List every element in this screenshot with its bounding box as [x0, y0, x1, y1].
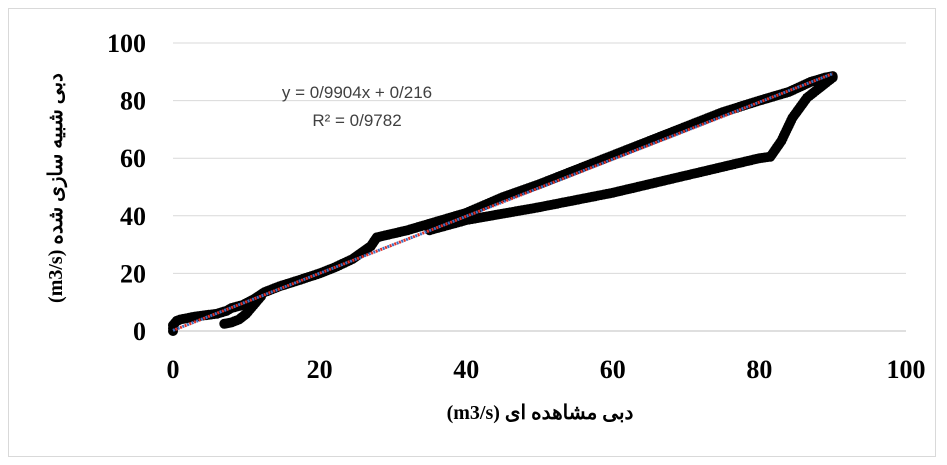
chart-frame [8, 8, 936, 457]
y-tick-label: 0 [133, 317, 146, 346]
y-tick-labels: 0 20 40 60 80 100 [107, 29, 146, 346]
x-tick-label: 20 [307, 355, 333, 384]
x-tick-label: 40 [453, 355, 479, 384]
y-tick-label: 40 [120, 202, 146, 231]
gridlines [173, 42, 906, 274]
trendline-red [172, 72, 834, 332]
trendline-equation: y = 0/9904x + 0/216 [282, 83, 432, 102]
y-tick-label: 80 [120, 87, 146, 116]
x-tick-label: 80 [746, 355, 772, 384]
y-axis-title: دبی شبیه سازی شده (m3/s) [45, 73, 68, 303]
x-tick-label: 0 [167, 355, 180, 384]
y-tick-label: 100 [107, 29, 146, 58]
trendline [172, 72, 834, 332]
x-axis-title: دبی مشاهده ای (m3/s) [447, 402, 634, 424]
x-tick-labels: 0 20 40 60 80 100 [167, 355, 926, 384]
trendline-r-squared: R² = 0/9782 [312, 111, 401, 130]
y-tick-label: 60 [120, 144, 146, 173]
y-tick-label: 20 [120, 259, 146, 288]
x-tick-label: 60 [600, 355, 626, 384]
x-tick-label: 100 [887, 355, 926, 384]
